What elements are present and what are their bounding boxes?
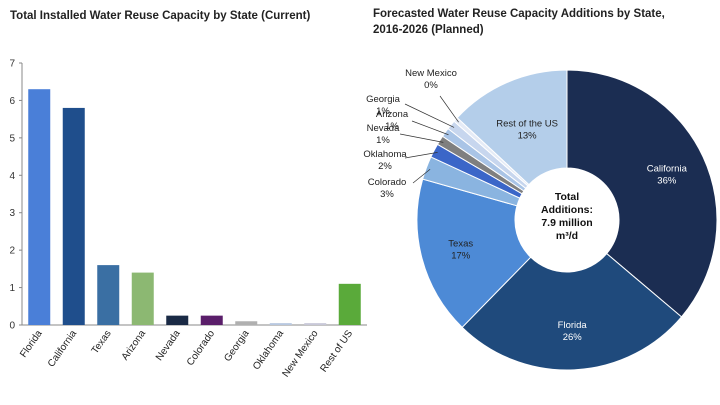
x-category-label: New Mexico [280, 328, 320, 379]
x-category-label: Georgia [222, 328, 252, 364]
bar-chart-title: Total Installed Water Reuse Capacity by … [10, 10, 311, 22]
y-tick-label: 0 [9, 321, 15, 332]
y-tick-label: 3 [9, 208, 15, 219]
bar-florida [28, 89, 51, 325]
y-tick-label: 5 [9, 133, 15, 144]
bar-texas [97, 265, 120, 325]
y-tick-label: 1 [9, 283, 15, 294]
bar-california [62, 107, 85, 326]
bar-oklahoma [269, 323, 292, 325]
x-category-label: Arizona [120, 328, 149, 362]
bar-marks [28, 89, 361, 326]
x-category-label: Oklahoma [251, 328, 286, 372]
bar-georgia [235, 321, 258, 325]
bar-colorado [200, 315, 223, 325]
bar-rest-of-us [338, 283, 361, 325]
y-tick-label: 7 [9, 59, 15, 70]
x-category-label: Colorado [185, 328, 218, 368]
bar-new-mexico [304, 323, 327, 325]
x-category-label: Florida [18, 328, 45, 360]
y-tick-label: 2 [9, 246, 15, 257]
x-category-label: Nevada [154, 328, 183, 363]
bar-category-labels: Florida California Texas Arizona Nevada Color… [18, 328, 355, 379]
x-category-label: Texas [90, 328, 114, 356]
bar-arizona [131, 272, 154, 325]
bar-nevada [166, 315, 189, 325]
x-category-label: Rest of US [318, 328, 355, 374]
x-category-label: California [46, 328, 79, 369]
y-tick-label: 4 [9, 171, 15, 182]
y-tick-label: 6 [9, 96, 15, 107]
